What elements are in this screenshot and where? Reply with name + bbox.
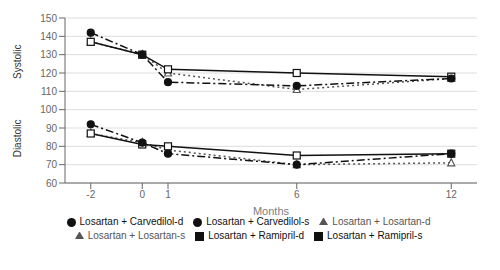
html-text:Losartan + Ramipril-d: Losartan + Ramipril-d [208, 230, 305, 241]
html-text:Losartan + Losartan-d: Losartan + Losartan-d [332, 216, 431, 227]
svg-text:Diastolic: Diastolic [13, 120, 24, 158]
svg-text:6: 6 [294, 189, 300, 200]
svg-text:110: 110 [41, 86, 57, 97]
svg-text:70: 70 [46, 159, 58, 170]
svg-text:-2: -2 [86, 189, 95, 200]
svg-text:120: 120 [40, 68, 57, 79]
svg-text:12: 12 [446, 189, 458, 200]
svg-text:0: 0 [139, 189, 145, 200]
svg-text:Months: Months [253, 205, 290, 217]
html-text:Losartan + Losartan-s: Losartan + Losartan-s [87, 230, 186, 241]
svg-text:Systolic: Systolic [13, 44, 24, 78]
svg-text:1: 1 [165, 189, 171, 200]
svg-text:140: 140 [40, 31, 57, 42]
svg-text:80: 80 [46, 141, 58, 152]
html-text:Losartan + Ramipril-s: Losartan + Ramipril-s [327, 230, 423, 241]
svg-text:100: 100 [40, 104, 57, 115]
svg-text:60: 60 [46, 178, 58, 189]
svg-text:90: 90 [46, 123, 58, 134]
html-text:Losartan + Carvedilol-d: Losartan + Carvedilol-d [79, 216, 184, 227]
html-text:Losartan + Carvedilol-s: Losartan + Carvedilol-s [206, 216, 310, 227]
svg-text:130: 130 [40, 49, 57, 60]
svg-text:150: 150 [40, 13, 57, 24]
